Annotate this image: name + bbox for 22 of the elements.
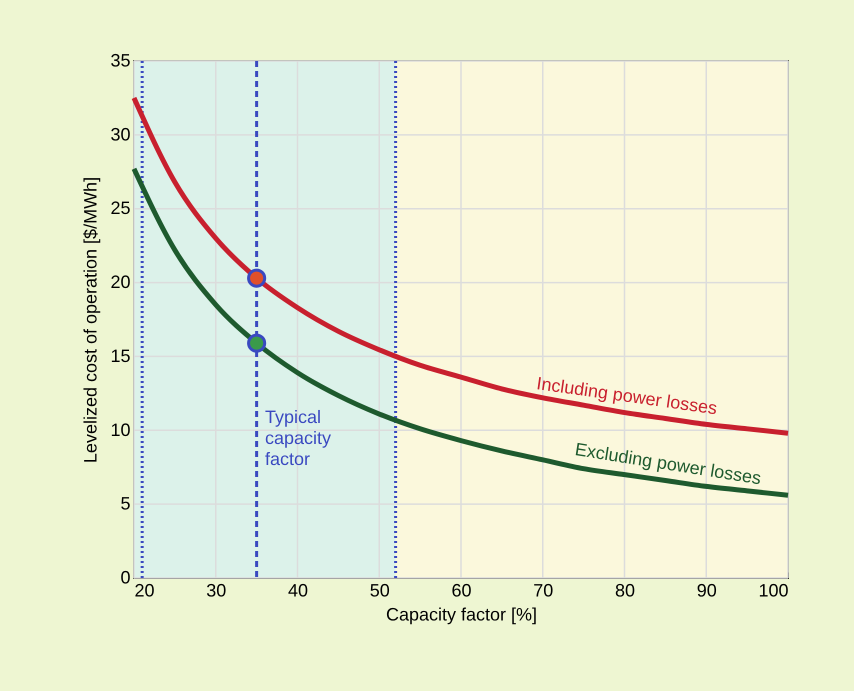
x-tick-label: 60 <box>451 580 472 600</box>
y-tick-label: 0 <box>120 568 130 588</box>
y-tick-label: 20 <box>110 272 130 292</box>
x-axis-title: Capacity factor [%] <box>386 604 538 624</box>
x-tick-label: 80 <box>614 580 636 600</box>
x-tick-label: 20 <box>134 580 155 600</box>
y-tick-label: 30 <box>110 124 130 144</box>
x-tick-label: 70 <box>533 580 554 600</box>
y-tick-label: 5 <box>120 494 130 514</box>
y-axis-title: Levelized cost of operation [$/MWh] <box>80 176 100 464</box>
text: Including power losses <box>535 373 718 418</box>
text: Excluding power losses <box>574 439 762 488</box>
y-tick-label: 25 <box>110 198 130 218</box>
y-tick-label: 15 <box>110 346 130 366</box>
x-tick-label: 30 <box>206 580 226 600</box>
x-tick-label: 90 <box>696 580 717 600</box>
y-tick-label: 10 <box>110 420 130 440</box>
x-tick-label: 100 <box>758 580 788 600</box>
y-tick-label: 35 <box>110 50 130 70</box>
x-tick-label: 40 <box>288 580 308 600</box>
x-tick-label: 50 <box>370 580 390 600</box>
annotation: Typical capacity factor <box>265 407 332 469</box>
